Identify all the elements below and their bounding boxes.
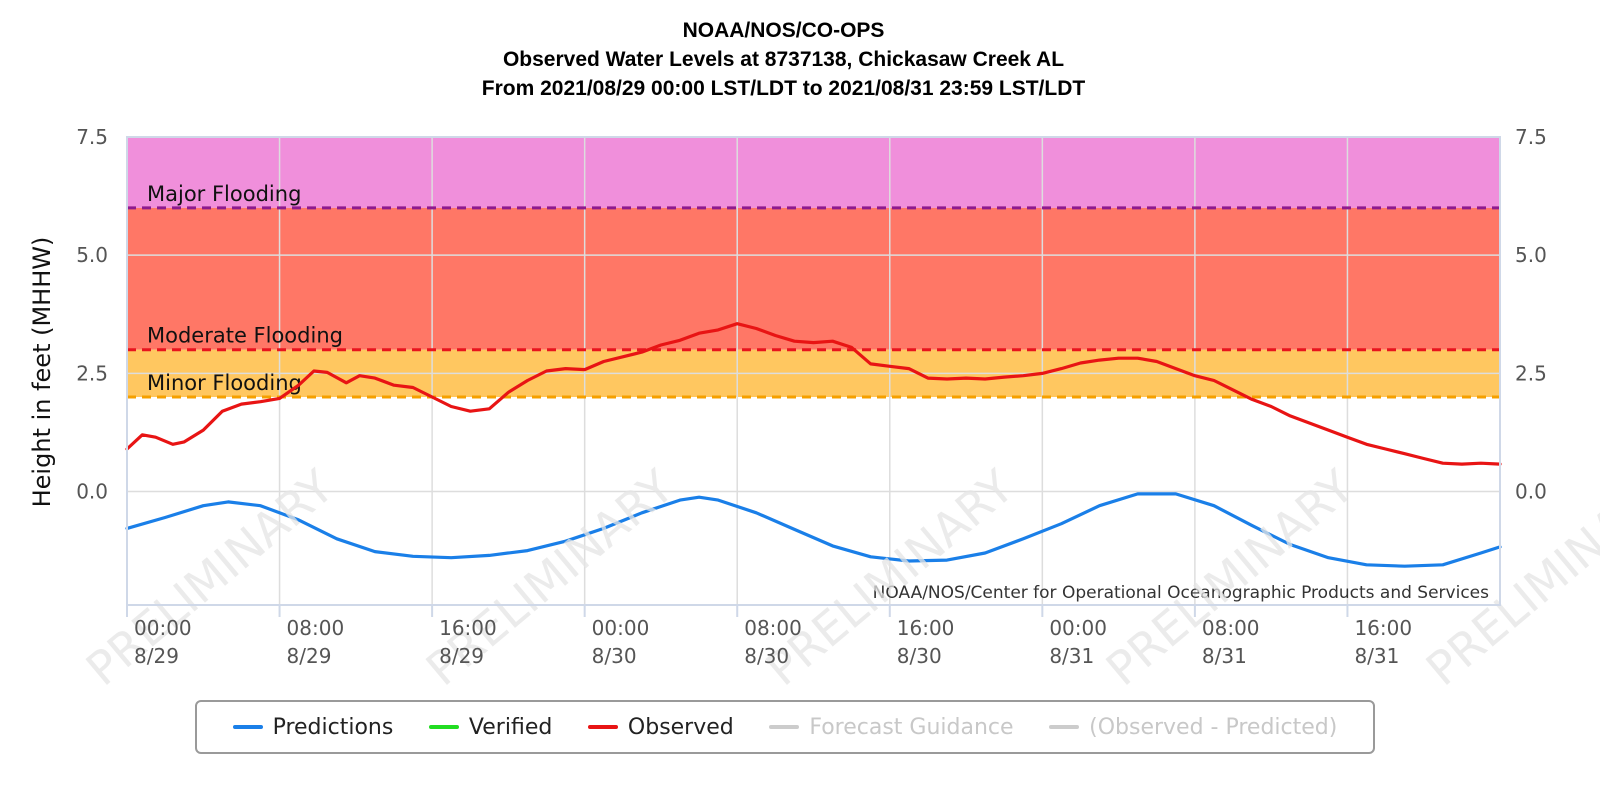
- x-tick-date-label: 8/30: [592, 644, 637, 668]
- x-tick-time-label: 08:00: [287, 616, 345, 640]
- plot-area: Major Flooding Moderate Flooding Minor Flo…: [125, 136, 1502, 605]
- forecast-guidance-swatch-icon: [769, 725, 800, 729]
- x-tick-date-label: 8/30: [744, 644, 789, 668]
- y-tick-label-left: 2.5: [76, 361, 108, 385]
- observed-series-line: [125, 322, 1502, 466]
- legend-item-verified[interactable]: Verified: [428, 714, 553, 740]
- y-tick-label-left: 5.0: [76, 243, 108, 267]
- y-tick-label-right: 5.0: [1515, 243, 1547, 267]
- legend-label-predictions: Predictions: [272, 714, 394, 740]
- minor-flooding-label: Minor Flooding: [147, 371, 302, 395]
- preliminary-watermark: PRELIMINARY: [1416, 459, 1600, 690]
- plot-frame: [126, 136, 1501, 606]
- observed-swatch-icon: [587, 725, 618, 729]
- legend-label-forecast-guidance: Forecast Guidance: [809, 714, 1014, 740]
- chart-title-block: NOAA/NOS/CO-OPS Observed Water Levels at…: [0, 16, 1567, 103]
- x-tick-time-label: 00:00: [592, 616, 650, 640]
- chart-title-line1: NOAA/NOS/CO-OPS: [682, 19, 885, 42]
- y-tick-label-left: 0.0: [76, 480, 108, 504]
- verified-swatch-icon: [428, 725, 459, 729]
- legend-label-observed-minus-predicted: (Observed - Predicted): [1089, 714, 1338, 740]
- y-axis-title: Height in feet (MHHW): [28, 237, 56, 508]
- predictions-swatch-icon: [232, 725, 263, 729]
- predictions-series-line: [125, 492, 1502, 568]
- legend-item-predictions[interactable]: Predictions: [232, 714, 394, 740]
- major-flooding-label: Major Flooding: [147, 182, 301, 206]
- x-tick-date-label: 8/29: [287, 644, 332, 668]
- legend: Predictions Verified Observed Forecast G…: [195, 700, 1375, 754]
- water-level-chart: Major Flooding Moderate Flooding Minor Flo…: [28, 125, 1600, 690]
- major-flooding-band: [127, 137, 1500, 208]
- x-tick-time-label: 16:00: [439, 616, 497, 640]
- legend-item-forecast-guidance[interactable]: Forecast Guidance: [769, 714, 1014, 740]
- observed-minus-predicted-swatch-icon: [1049, 725, 1080, 729]
- moderate-flooding-band: [127, 207, 1500, 350]
- x-tick-date-label: 8/30: [897, 644, 942, 668]
- chart-title-line2: Observed Water Levels at 8737138, Chicka…: [502, 48, 1065, 71]
- x-tick-time-label: 08:00: [1202, 616, 1260, 640]
- x-tick-date-label: 8/31: [1202, 644, 1247, 668]
- x-tick-time-label: 00:00: [134, 616, 192, 640]
- x-tick-date-label: 8/31: [1049, 644, 1094, 668]
- credit-text: NOAA/NOS/Center for Operational Oceanogr…: [873, 583, 1489, 603]
- x-tick-date-label: 8/29: [134, 644, 179, 668]
- y-tick-label-right: 2.5: [1515, 361, 1547, 385]
- moderate-flooding-label: Moderate Flooding: [147, 324, 343, 348]
- x-tick-time-label: 00:00: [1049, 616, 1107, 640]
- axes-layer: 7.5 7.5 5.0 5.0 2.5 2.5 0.0 0.0 00:00 8/29 08:00 8/…: [28, 125, 1547, 668]
- y-tick-label-right: 0.0: [1515, 480, 1547, 504]
- legend-item-observed-minus-predicted[interactable]: (Observed - Predicted): [1049, 715, 1337, 740]
- chart-title-line3: From 2021/08/29 00:00 LST/LDT to 2021/08…: [481, 77, 1086, 100]
- y-tick-label-right: 7.5: [1515, 125, 1547, 149]
- y-tick-label-left: 7.5: [76, 125, 108, 149]
- x-tick-date-label: 8/31: [1354, 644, 1399, 668]
- x-tick-date-label: 8/29: [439, 644, 484, 668]
- legend-item-observed[interactable]: Observed: [587, 714, 734, 740]
- legend-label-observed: Observed: [627, 714, 734, 740]
- x-tick-time-label: 16:00: [1354, 616, 1412, 640]
- legend-label-verified: Verified: [468, 714, 553, 740]
- x-tick-time-label: 16:00: [897, 616, 955, 640]
- x-tick-time-label: 08:00: [744, 616, 802, 640]
